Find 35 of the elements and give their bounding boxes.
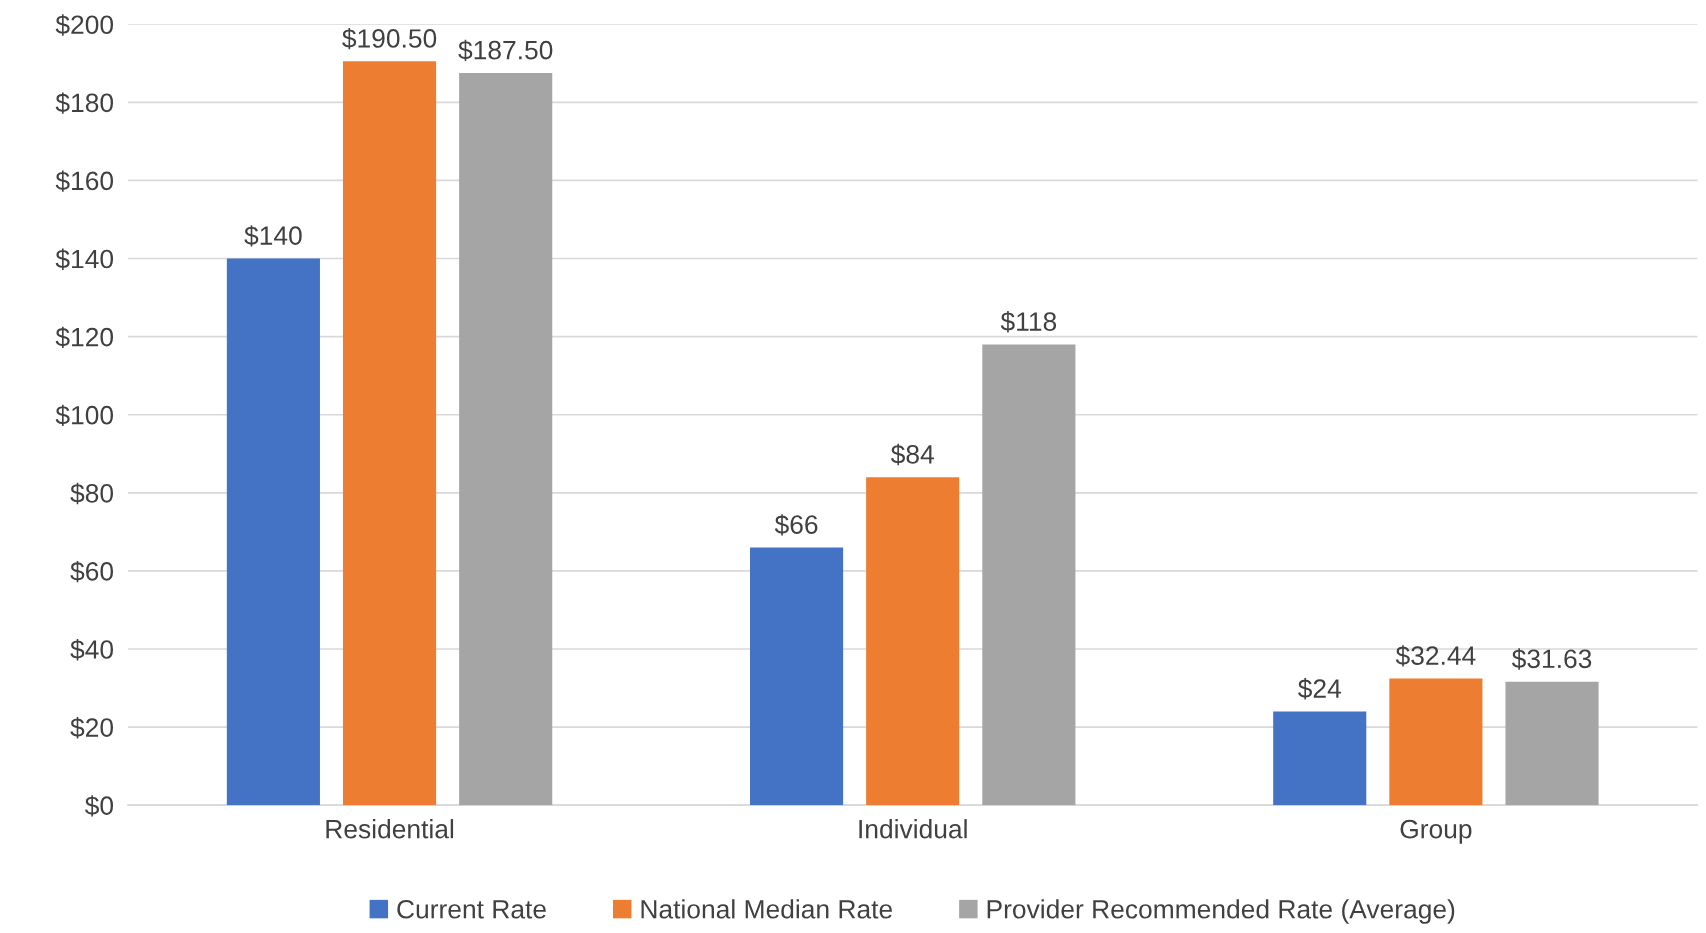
data-label: $118 — [1000, 311, 1057, 333]
data-label: $187.50 — [458, 39, 553, 62]
data-label: $31.63 — [1511, 648, 1592, 670]
y-tick-label: $160 — [55, 170, 114, 192]
data-label: $66 — [774, 514, 818, 536]
legend-label: National Median Rate — [641, 899, 892, 919]
bar — [226, 258, 320, 806]
y-tick-label: $140 — [55, 248, 114, 270]
legend-label: Provider Recommended Rate (Average) — [987, 899, 1455, 924]
bar — [866, 477, 960, 806]
y-tick-label: $180 — [55, 92, 114, 114]
bar — [459, 73, 553, 806]
y-tick-label: $20 — [70, 717, 114, 739]
y-tick-label: $60 — [70, 560, 114, 583]
y-tick-label: $40 — [70, 639, 114, 661]
data-label: $140 — [244, 225, 302, 247]
bar — [342, 61, 437, 806]
bar — [982, 344, 1076, 806]
data-label: $24 — [1298, 678, 1341, 700]
y-tick-label: $120 — [55, 326, 114, 349]
data-label: $32.44 — [1395, 645, 1476, 667]
y-tick-label: $80 — [70, 482, 114, 505]
y-tick-label: $200 — [55, 14, 114, 36]
x-tick-label: Residential — [326, 819, 454, 839]
y-tick-label: $100 — [55, 404, 114, 427]
data-label: $84 — [890, 443, 934, 466]
bar — [1273, 711, 1367, 806]
bar — [1389, 678, 1483, 806]
x-tick-label: Group — [1400, 819, 1472, 844]
x-tick-label: Individual — [859, 819, 967, 839]
y-tick-label: $0 — [85, 795, 114, 817]
legend-label: Current Rate — [397, 899, 546, 919]
bar — [750, 547, 844, 806]
data-label: $190.50 — [342, 28, 437, 50]
bar — [1505, 681, 1599, 806]
